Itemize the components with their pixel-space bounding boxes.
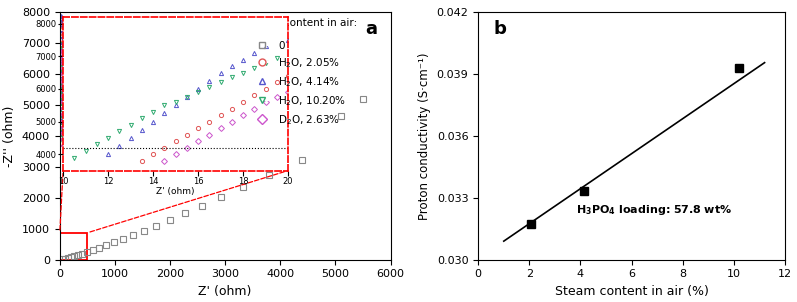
X-axis label: Steam content in air (%): Steam content in air (%) xyxy=(555,285,709,298)
Text: $\mathbf{H_3PO_4}$ loading: 57.8 wt%: $\mathbf{H_3PO_4}$ loading: 57.8 wt% xyxy=(576,203,732,217)
Text: Steam content in air:: Steam content in air: xyxy=(246,18,357,28)
Y-axis label: Proton conductivity (S·cm⁻¹): Proton conductivity (S·cm⁻¹) xyxy=(418,52,431,220)
Text: a: a xyxy=(365,20,377,37)
Bar xyxy=(60,233,88,260)
X-axis label: Z' (ohm): Z' (ohm) xyxy=(198,285,252,298)
Text: b: b xyxy=(493,20,506,37)
Y-axis label: -Z'' (ohm): -Z'' (ohm) xyxy=(3,105,17,167)
Legend: 0, H$_2$O, 2.05%, H$_2$O, 4.14%, H$_2$O, 10.20%, D$_2$O, 2.63%: 0, H$_2$O, 2.05%, H$_2$O, 4.14%, H$_2$O,… xyxy=(252,41,346,127)
